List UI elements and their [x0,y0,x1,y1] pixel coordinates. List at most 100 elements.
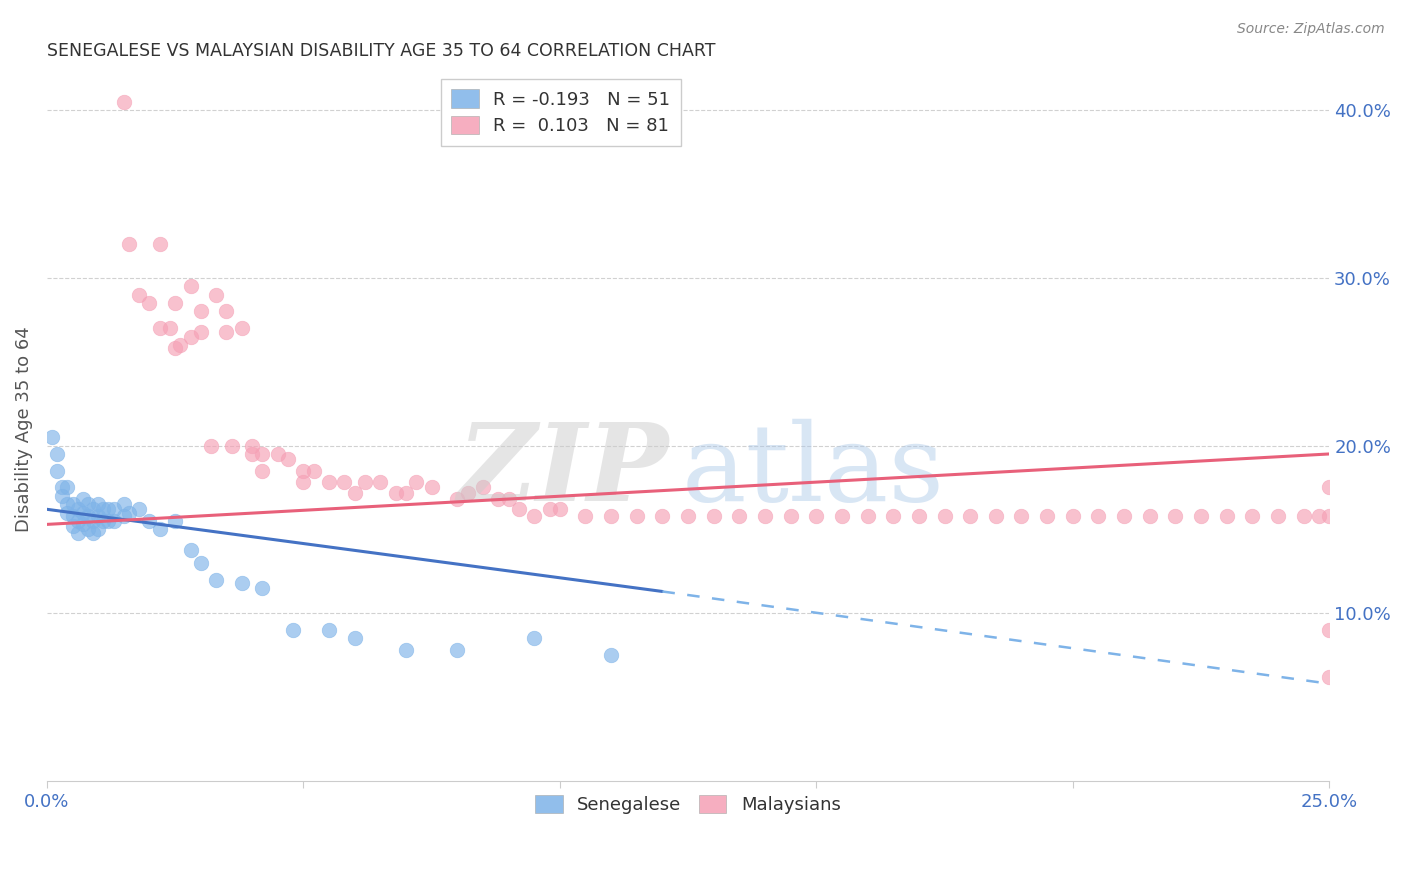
Point [292,464,315,478]
Point [62,519,84,533]
Point [87,497,110,511]
Point [215,304,238,318]
Point [205,573,228,587]
Point [1317,481,1340,495]
Point [72,506,94,520]
Point [149,237,172,252]
Point [62,497,84,511]
Point [405,475,427,490]
Point [231,576,253,591]
Point [651,508,673,523]
Point [149,523,172,537]
Point [1292,508,1315,523]
Point [190,556,212,570]
Point [66,525,89,540]
Point [128,287,150,301]
Point [180,329,202,343]
Point [82,525,104,540]
Point [446,643,468,657]
Point [103,514,125,528]
Text: ZIP: ZIP [457,418,669,524]
Point [1087,508,1109,523]
Point [523,508,546,523]
Point [395,643,418,657]
Point [1189,508,1212,523]
Point [908,508,931,523]
Point [252,447,274,461]
Point [180,542,202,557]
Point [112,95,135,109]
Point [343,485,366,500]
Point [118,237,141,252]
Point [77,508,100,523]
Point [56,481,79,495]
Point [457,485,479,500]
Point [190,325,212,339]
Point [91,514,114,528]
Point [91,502,114,516]
Point [728,508,751,523]
Point [1112,508,1135,523]
Point [281,623,304,637]
Point [882,508,904,523]
Point [343,632,366,646]
Point [252,581,274,595]
Point [1241,508,1264,523]
Point [240,447,263,461]
Point [82,514,104,528]
Point [703,508,725,523]
Point [190,304,212,318]
Point [66,514,89,528]
Point [165,296,187,310]
Point [368,475,391,490]
Point [56,497,79,511]
Y-axis label: Disability Age 35 to 64: Disability Age 35 to 64 [15,326,32,532]
Point [252,464,274,478]
Point [831,508,853,523]
Point [959,508,981,523]
Point [56,506,79,520]
Point [62,508,84,523]
Point [112,508,135,523]
Point [302,464,325,478]
Point [277,452,299,467]
Point [574,508,596,523]
Point [486,492,509,507]
Point [354,475,377,490]
Point [169,338,191,352]
Point [87,523,110,537]
Point [395,485,418,500]
Point [1139,508,1161,523]
Point [523,632,546,646]
Point [318,475,340,490]
Point [754,508,776,523]
Point [87,508,110,523]
Point [1062,508,1084,523]
Point [165,514,187,528]
Point [1011,508,1033,523]
Point [1317,670,1340,684]
Point [600,648,623,663]
Point [1036,508,1059,523]
Point [72,517,94,532]
Point [626,508,648,523]
Point [318,623,340,637]
Point [1215,508,1237,523]
Point [267,447,290,461]
Point [118,506,141,520]
Point [138,514,160,528]
Point [538,502,561,516]
Text: SENEGALESE VS MALAYSIAN DISABILITY AGE 35 TO 64 CORRELATION CHART: SENEGALESE VS MALAYSIAN DISABILITY AGE 3… [46,42,716,60]
Point [159,321,181,335]
Point [779,508,801,523]
Point [446,492,468,507]
Point [103,502,125,516]
Point [221,439,243,453]
Point [77,523,100,537]
Point [41,430,63,444]
Point [138,296,160,310]
Point [97,502,120,516]
Point [82,502,104,516]
Point [165,341,187,355]
Point [676,508,699,523]
